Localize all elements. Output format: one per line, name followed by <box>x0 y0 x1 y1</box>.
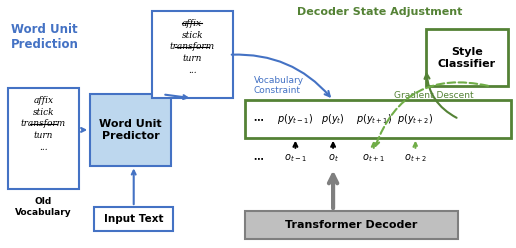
FancyArrowPatch shape <box>232 55 330 96</box>
Bar <box>94 207 173 231</box>
Text: Word Unit
Prediction: Word Unit Prediction <box>10 23 78 51</box>
Text: Decoder State Adjustment: Decoder State Adjustment <box>297 7 462 17</box>
FancyArrowPatch shape <box>375 82 488 146</box>
Text: affix: affix <box>34 96 54 105</box>
Text: Vocabulary
Constraint: Vocabulary Constraint <box>254 76 304 95</box>
Text: $\mathbf{\mathit{o}}_{t-1}$: $\mathbf{\mathit{o}}_{t-1}$ <box>284 152 307 163</box>
Bar <box>152 11 233 98</box>
Text: $\mathbf{\mathit{o}}_{t+1}$: $\mathbf{\mathit{o}}_{t+1}$ <box>362 152 385 163</box>
Text: Style
Classifier: Style Classifier <box>438 47 496 68</box>
Text: ...: ... <box>188 66 197 75</box>
Text: turn: turn <box>183 54 202 63</box>
Text: $p(y_t)$: $p(y_t)$ <box>321 112 345 126</box>
Text: $p(y_{t+2})$: $p(y_{t+2})$ <box>397 112 433 126</box>
Text: $\mathbf{\mathit{o}}_t$: $\mathbf{\mathit{o}}_t$ <box>328 152 338 163</box>
Text: stick: stick <box>182 31 203 39</box>
Bar <box>8 88 79 189</box>
Text: $\mathbf{\mathit{o}}_{t+2}$: $\mathbf{\mathit{o}}_{t+2}$ <box>404 152 427 163</box>
Bar <box>90 94 171 165</box>
Bar <box>245 211 458 239</box>
Text: $p(y_{t-1})$: $p(y_{t-1})$ <box>277 112 314 126</box>
Text: turn: turn <box>34 131 53 140</box>
Text: ...: ... <box>39 143 48 152</box>
Text: affix: affix <box>182 19 202 28</box>
Text: Word Unit
Predictor: Word Unit Predictor <box>100 119 162 141</box>
Text: Input Text: Input Text <box>104 214 164 224</box>
FancyArrowPatch shape <box>425 74 457 118</box>
Text: Gradient Descent: Gradient Descent <box>394 91 474 100</box>
Text: Transformer Decoder: Transformer Decoder <box>285 220 417 230</box>
Text: $p(y_{t+1})$: $p(y_{t+1})$ <box>356 112 392 126</box>
Text: transform: transform <box>170 42 215 51</box>
Text: Old
Vocabulary: Old Vocabulary <box>15 197 72 217</box>
Text: transform: transform <box>21 120 66 128</box>
Text: $\mathbf{\cdots}$: $\mathbf{\cdots}$ <box>253 153 264 162</box>
Bar <box>426 29 508 86</box>
Text: $\mathbf{\cdots}$: $\mathbf{\cdots}$ <box>253 115 264 124</box>
Text: stick: stick <box>33 108 54 117</box>
Bar <box>245 100 511 138</box>
